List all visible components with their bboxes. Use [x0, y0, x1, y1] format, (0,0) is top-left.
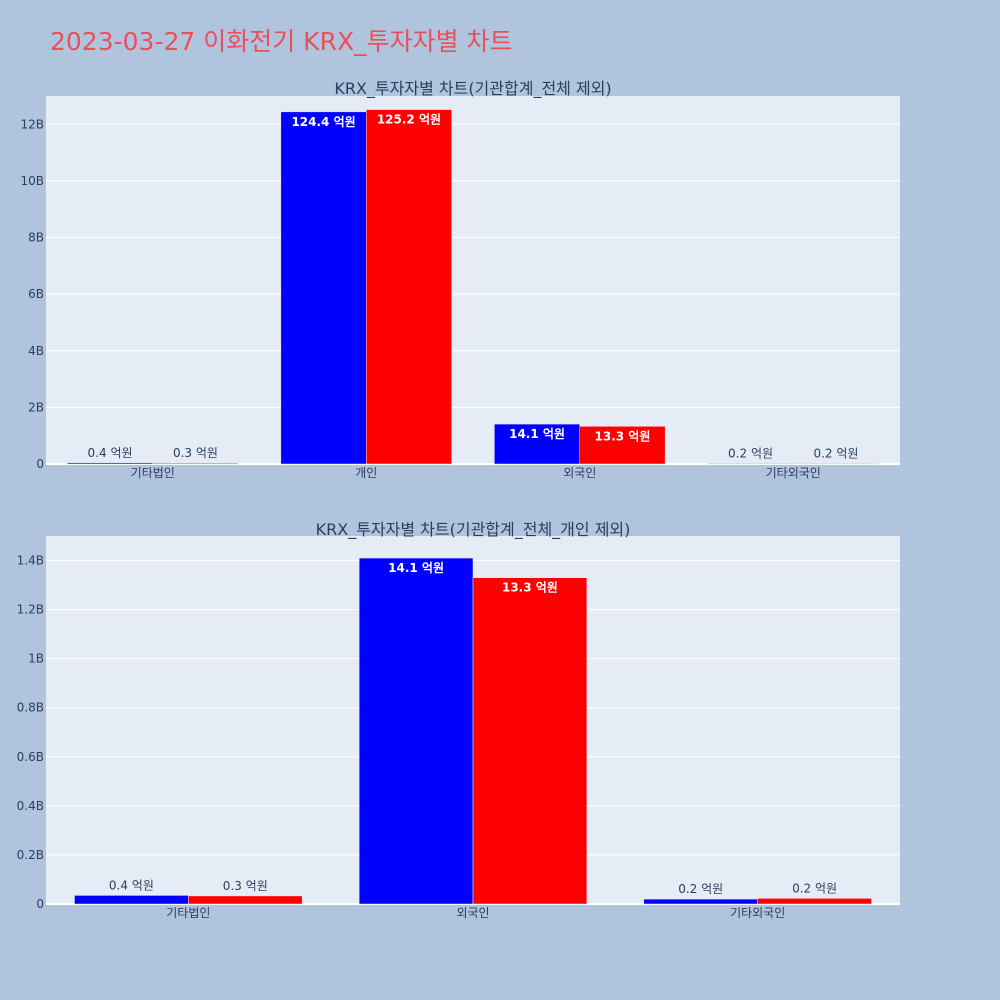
x-tick-label: 외국인: [563, 466, 596, 480]
data-label: 0.4 억원: [88, 446, 133, 460]
y-tick-label: 4B: [28, 344, 44, 358]
chart-investor-excl-institution-individual: KRX_투자자별 차트(기관합계_전체_개인 제외) 0 0.2B 0.4B 0.6B 0…: [17, 520, 900, 920]
x-tick-label: 기타외국인: [730, 906, 785, 920]
x-tick-label: 기타법인: [166, 906, 210, 920]
bar[interactable]: [67, 462, 153, 465]
plot-area: [46, 96, 900, 464]
bar[interactable]: [707, 463, 794, 465]
bar[interactable]: [643, 898, 758, 905]
data-label: 0.2 억원: [678, 882, 723, 896]
data-label: 0.2 억원: [792, 881, 837, 895]
y-tick-label: 1.2B: [17, 603, 44, 617]
data-label: 0.3 억원: [173, 446, 218, 460]
bar[interactable]: [579, 426, 666, 465]
x-tick-label: 개인: [355, 466, 377, 480]
data-label: 0.3 억원: [223, 879, 268, 893]
bar[interactable]: [188, 895, 303, 905]
x-tick-label: 기타법인: [131, 466, 175, 480]
data-label: 14.1 억원: [388, 561, 444, 575]
bar[interactable]: [74, 895, 189, 905]
y-tick-label: 0.4B: [17, 799, 44, 813]
y-tick-label: 0.6B: [17, 750, 44, 764]
y-tick-label: 0.8B: [17, 701, 44, 715]
subplot-title: KRX_투자자별 차트(기관합계_전체_개인 제외): [316, 520, 631, 540]
y-tick-label: 10B: [20, 174, 44, 188]
data-label: 14.1 억원: [509, 427, 565, 441]
x-tick-label: 기타외국인: [766, 466, 821, 480]
data-label: 125.2 억원: [377, 113, 441, 127]
y-tick-label: 12B: [20, 117, 44, 131]
y-tick-label: 6B: [28, 287, 44, 301]
bar[interactable]: [472, 577, 588, 905]
bar[interactable]: [366, 109, 452, 465]
y-tick-label: 1B: [28, 652, 44, 666]
y-tick-label: 2B: [28, 400, 44, 414]
data-label: 13.3 억원: [502, 581, 558, 595]
data-label: 0.2 억원: [728, 446, 773, 460]
data-label: 0.4 억원: [109, 878, 154, 892]
page-title: 2023-03-27 이화전기 KRX_투자자별 차트: [50, 27, 513, 56]
y-tick-label: 8B: [28, 231, 44, 245]
bar[interactable]: [280, 111, 367, 465]
bar[interactable]: [152, 462, 239, 465]
subplot-title: KRX_투자자별 차트(기관합계_전체 제외): [334, 79, 611, 99]
y-tick-label: 1.4B: [17, 554, 44, 568]
bar[interactable]: [757, 898, 872, 905]
y-tick-label: 0: [36, 457, 44, 471]
bar[interactable]: [793, 463, 879, 465]
bar[interactable]: [358, 557, 474, 905]
data-label: 0.2 억원: [813, 446, 858, 460]
x-tick-label: 외국인: [456, 906, 489, 920]
data-label: 13.3 억원: [595, 429, 651, 443]
y-tick-label: 0: [36, 897, 44, 911]
chart-investor-excl-institution: KRX_투자자별 차트(기관합계_전체 제외) 0 2B 4B 6B 8B 10B 12B 기타…: [20, 79, 900, 480]
data-label: 124.4 억원: [291, 115, 355, 129]
y-tick-label: 0.2B: [17, 848, 44, 862]
